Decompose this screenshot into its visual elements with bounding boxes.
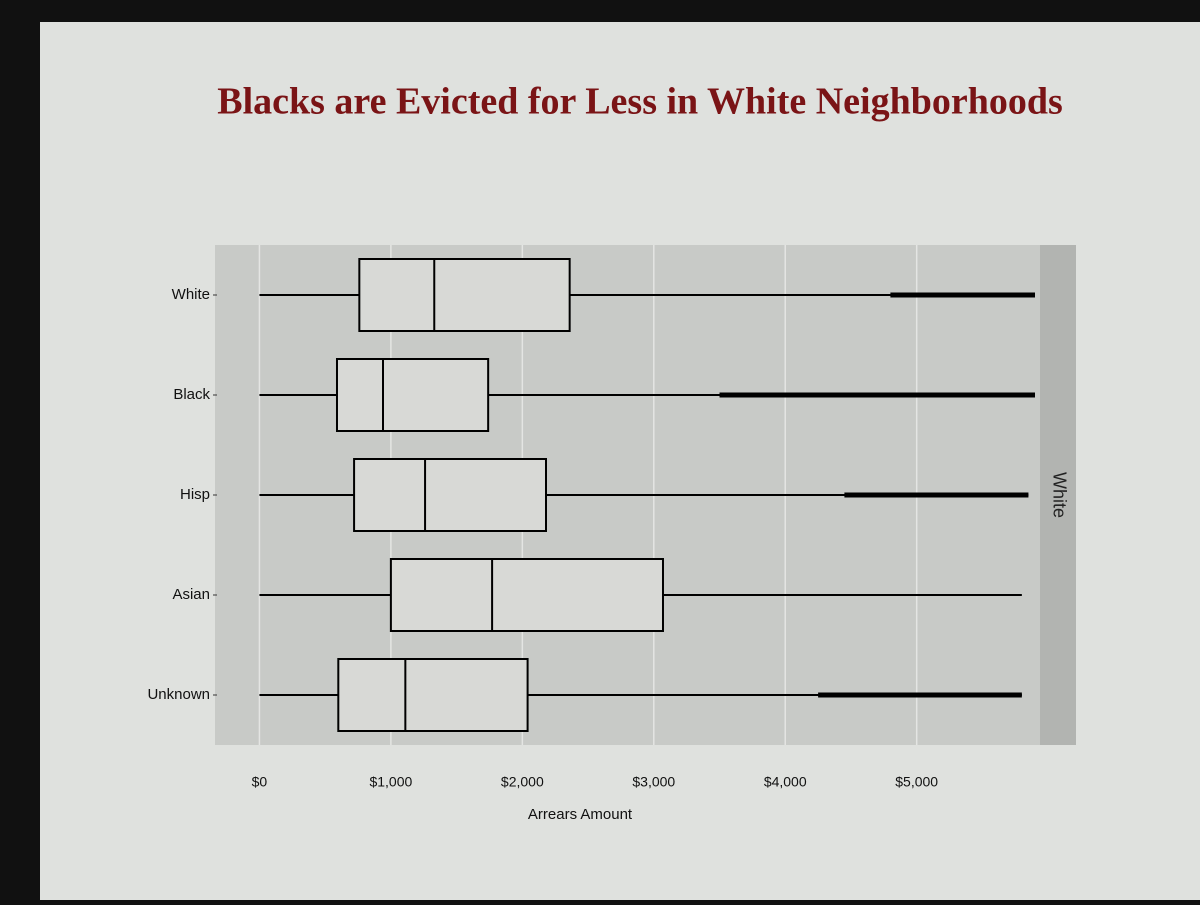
facet-strip [1040,245,1076,745]
box [358,258,571,332]
y-tick-label: Black [173,386,210,403]
box [335,358,490,432]
x-tick-label: $0 [252,774,268,790]
x-tick-label: $2,000 [501,774,544,790]
box [389,558,664,632]
x-tick-label: $5,000 [895,774,938,790]
x-tick-label: $3,000 [632,774,675,790]
box [337,658,529,732]
y-tick-label: Unknown [147,686,210,703]
chart-title: Blacks are Evicted for Less in White Nei… [217,81,1063,123]
x-tick-label: $1,000 [369,774,412,790]
box [353,458,548,532]
x-tick-label: $4,000 [764,774,807,790]
y-tick-label: White [172,286,210,303]
x-axis-label: Arrears Amount [528,806,633,823]
y-tick-label: Asian [172,586,210,603]
facet-label: White [1049,472,1069,518]
y-tick-label: Hisp [180,486,210,503]
